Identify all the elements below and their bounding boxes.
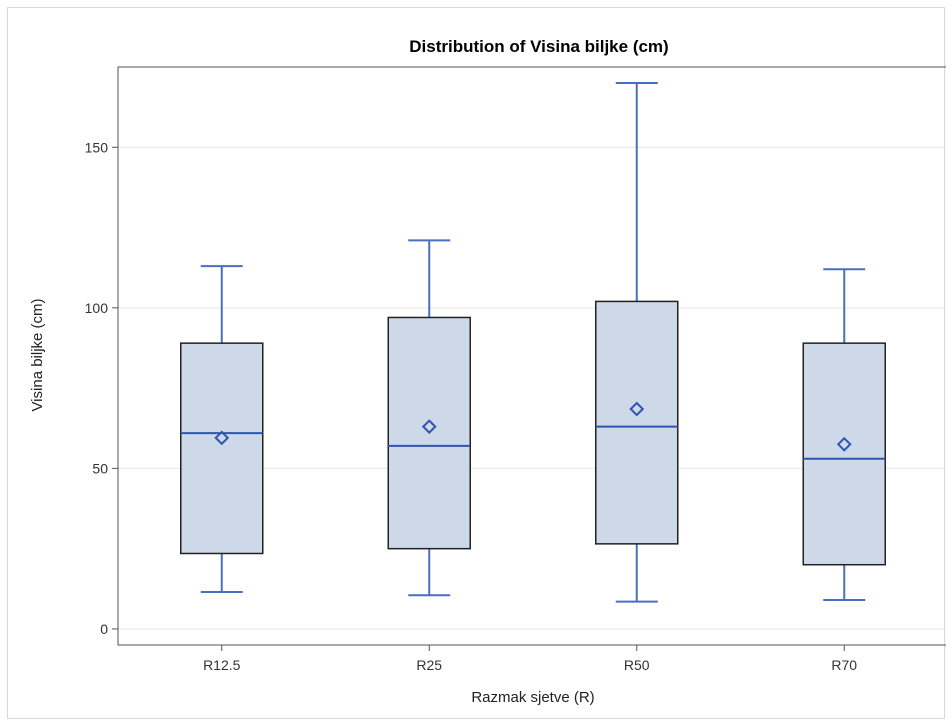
plot-frame [117, 66, 946, 646]
y-tick-label: 50 [92, 460, 108, 476]
y-tick-label: 150 [85, 139, 109, 155]
chart-figure: Distribution of Visina biljke (cm) 0 50 10… [7, 7, 946, 719]
boxes [180, 82, 886, 603]
y-tick-label: 100 [85, 300, 109, 316]
mean-marker [421, 419, 437, 435]
x-tick-label: R25 [416, 657, 442, 673]
box-iqr [802, 342, 886, 566]
box-r70 [802, 268, 886, 602]
mean-marker [836, 436, 852, 452]
box-r12-5 [180, 265, 264, 594]
y-axis-ticks: 0 50 100 150 [85, 139, 118, 637]
y-tick-label: 0 [100, 621, 108, 637]
box-iqr [180, 342, 264, 555]
y-axis-label: Visina biljke (cm) [29, 298, 46, 411]
box-iqr [595, 300, 679, 545]
box-r25 [387, 239, 471, 597]
box-plot-chart: Distribution of Visina biljke (cm) 0 50 10… [29, 37, 946, 706]
x-axis-ticks: R12.5 R25 R50 R70 [203, 645, 857, 673]
x-tick-label: R50 [624, 657, 650, 673]
x-axis-label: Razmak sjetve (R) [471, 689, 594, 706]
chart-title: Distribution of Visina biljke (cm) [409, 37, 668, 56]
x-tick-label: R70 [831, 657, 857, 673]
mean-marker [214, 430, 230, 446]
box-r50 [595, 82, 679, 603]
mean-marker [629, 401, 645, 417]
x-tick-label: R12.5 [203, 657, 241, 673]
